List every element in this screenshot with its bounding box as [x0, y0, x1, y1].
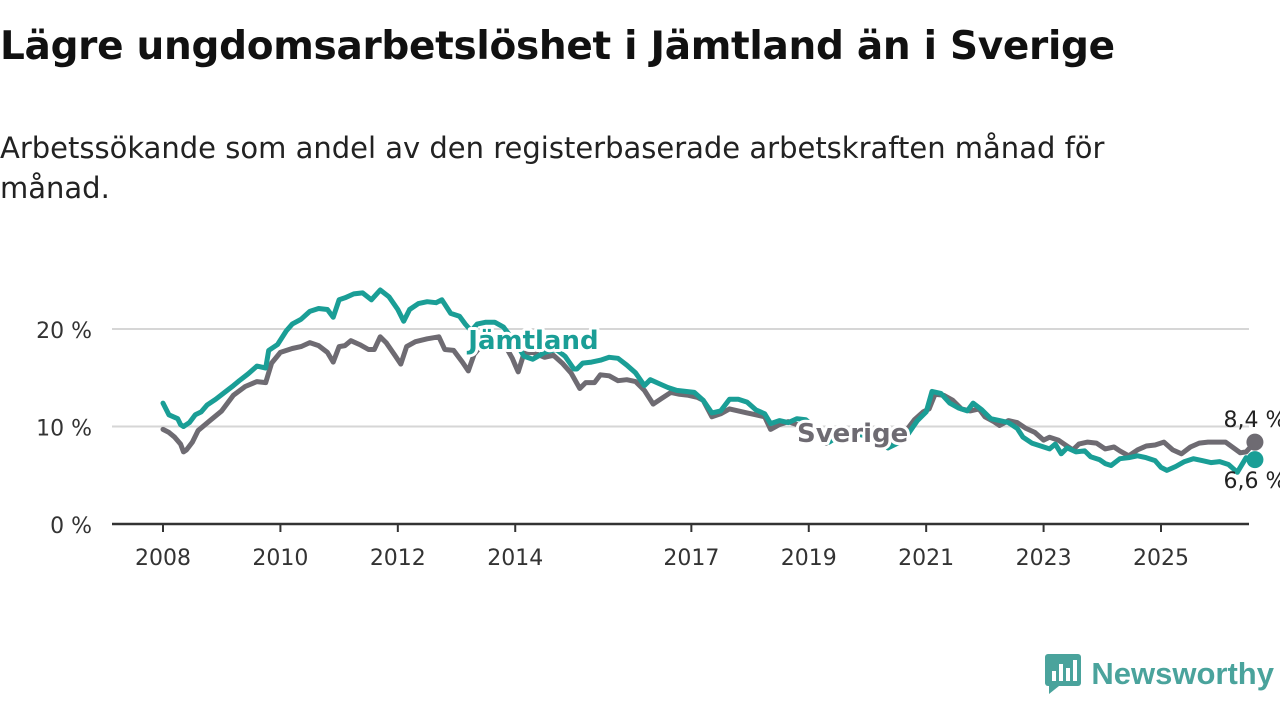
series-line-sverige — [160, 334, 1258, 459]
end-value-label: 8,4 % — [1223, 408, 1280, 433]
x-tick-label: 2019 — [781, 546, 837, 571]
series-name-label: Jämtland — [466, 326, 598, 356]
y-axis-tick-labels: 0 % 10 % 20 % — [36, 319, 92, 539]
series-labels: Sverige 8,4 % Jämtland 6,6 % — [463, 323, 1280, 494]
y-tick-label: 20 % — [36, 319, 92, 344]
series-line-jämtland — [160, 287, 1258, 475]
end-point-marker — [1246, 451, 1264, 469]
x-tick-label: 2017 — [663, 546, 719, 571]
series-lines — [160, 287, 1264, 475]
x-axis: 2008 2010 2012 2014 2017 2019 2021 2023 2025 — [112, 522, 1249, 571]
end-value-label: 6,6 % — [1223, 469, 1280, 494]
brand-name: Newsworthy — [1091, 656, 1274, 691]
x-tick-label: 2008 — [135, 546, 191, 571]
x-tick-label: 2025 — [1133, 546, 1189, 571]
x-tick-label: 2021 — [898, 546, 954, 571]
end-point-marker — [1246, 433, 1264, 451]
series-name-label: Sverige — [797, 419, 908, 449]
grid-lines — [112, 328, 1249, 428]
bar-chart-logo-icon — [1045, 654, 1082, 694]
x-tick-label: 2023 — [1016, 546, 1072, 571]
y-tick-label: 10 % — [36, 417, 92, 442]
newsworthy-brand: Newsworthy — [1045, 652, 1274, 696]
chart-title: Lägre ungdomsarbetslöshet i Jämtland än … — [0, 24, 1115, 69]
x-tick-label: 2012 — [370, 546, 426, 571]
chart-subtitle: Arbetssökande som andel av den registerb… — [0, 131, 1105, 205]
x-tick-label: 2014 — [487, 546, 543, 571]
x-tick-label: 2010 — [252, 546, 308, 571]
y-tick-label: 0 % — [50, 514, 92, 539]
